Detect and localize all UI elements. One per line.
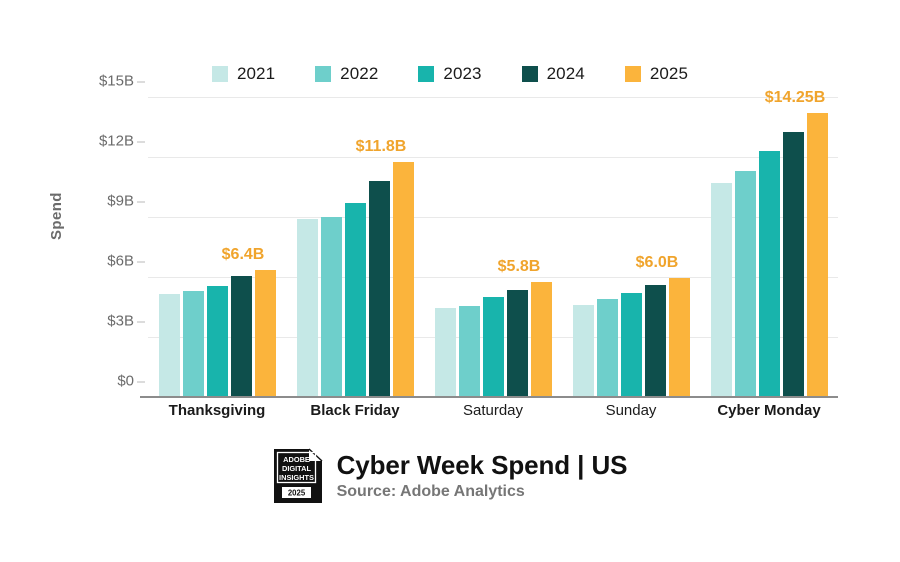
svg-text:2025: 2025 bbox=[287, 489, 305, 498]
footer-text: Cyber Week Spend | US Source: Adobe Anal… bbox=[337, 451, 628, 501]
legend-swatch-2025 bbox=[624, 66, 641, 82]
x-axis-label-saturday: Saturday bbox=[462, 402, 524, 419]
bar-thanksgiving-2025[interactable] bbox=[254, 270, 276, 398]
bar-sunday-2021[interactable] bbox=[572, 305, 594, 398]
legend-label: 2021 bbox=[236, 64, 276, 83]
bar-sunday-2024[interactable] bbox=[644, 285, 666, 398]
x-axis-label-cyber-monday: Cyber Monday bbox=[717, 402, 821, 419]
value-label: $6.0B bbox=[635, 254, 679, 271]
bar-saturday-2025[interactable] bbox=[530, 282, 552, 398]
chart-title: Cyber Week Spend | US bbox=[336, 450, 628, 481]
y-axis-tick-label: $15B bbox=[99, 73, 148, 90]
bar-sunday-2022[interactable] bbox=[596, 299, 618, 398]
legend-label: 2023 bbox=[443, 64, 482, 83]
chart-source: Source: Adobe Analytics bbox=[336, 482, 525, 500]
gridline bbox=[148, 157, 838, 158]
plot-area: $0 $3B $6B $9B $12B $15B $6.4B $11.8B $5.8B $6.0… bbox=[99, 73, 838, 398]
bar-cyber-monday-2024[interactable] bbox=[782, 132, 804, 398]
svg-text:INSIGHTS: INSIGHTS bbox=[279, 473, 314, 482]
bar-cyber-monday-2022[interactable] bbox=[734, 171, 756, 398]
bar-black-friday-2021[interactable] bbox=[296, 219, 318, 398]
legend-item-2023[interactable]: 2023 bbox=[418, 64, 482, 84]
svg-text:DIGITAL: DIGITAL bbox=[282, 464, 311, 473]
svg-text:ADOBE: ADOBE bbox=[283, 455, 310, 464]
legend-label: 2024 bbox=[546, 64, 585, 83]
y-axis-tick-label: $6B bbox=[107, 253, 148, 270]
legend-swatch-2023 bbox=[418, 66, 435, 82]
value-label: $14.25B bbox=[764, 89, 826, 106]
value-label: $5.8B bbox=[497, 258, 541, 275]
bar-cyber-monday-2023[interactable] bbox=[758, 151, 780, 398]
bar-saturday-2021[interactable] bbox=[434, 308, 456, 398]
bar-thanksgiving-2022[interactable] bbox=[182, 291, 204, 398]
bar-groups: $6.4B $11.8B $5.8B $6.0B $14.25B bbox=[148, 89, 838, 398]
bar-sunday-2025[interactable] bbox=[668, 278, 690, 398]
bar-cyber-monday-2025[interactable] bbox=[806, 113, 828, 398]
adobe-digital-insights-logo: ADOBE DIGITAL INSIGHTS 2025 bbox=[273, 448, 323, 504]
legend-item-2022[interactable]: 2022 bbox=[315, 64, 378, 84]
y-axis-tick-label: $0 bbox=[117, 373, 148, 390]
value-label: $6.4B bbox=[221, 246, 265, 263]
value-label: $11.8B bbox=[355, 138, 407, 156]
bar-thanksgiving-2023[interactable] bbox=[206, 286, 228, 398]
x-axis-ticks: Thanksgiving Black Friday Saturday Sunday Cy… bbox=[148, 402, 838, 419]
chart-legend: 2021 2022 2023 2024 2025 bbox=[0, 64, 900, 84]
bar-group-cyber-monday: $14.25B bbox=[710, 89, 828, 398]
bar-cyber-monday-2021[interactable] bbox=[710, 183, 732, 398]
bar-saturday-2023[interactable] bbox=[482, 297, 504, 398]
legend-label: 2025 bbox=[649, 64, 689, 83]
legend-swatch-2024 bbox=[521, 66, 538, 82]
bar-group-thanksgiving: $6.4B bbox=[158, 98, 276, 398]
legend-item-2025[interactable]: 2025 bbox=[624, 64, 689, 84]
bar-saturday-2024[interactable] bbox=[506, 290, 528, 398]
legend-item-2021[interactable]: 2021 bbox=[211, 64, 276, 84]
x-axis-baseline bbox=[140, 396, 838, 398]
bar-black-friday-2025[interactable] bbox=[392, 162, 414, 398]
y-axis-title: Spend bbox=[48, 192, 65, 240]
legend-label: 2022 bbox=[340, 64, 379, 83]
x-axis-label-thanksgiving: Thanksgiving bbox=[168, 402, 266, 419]
bar-thanksgiving-2021[interactable] bbox=[158, 294, 180, 398]
legend-swatch-2021 bbox=[211, 66, 228, 82]
legend-item-2024[interactable]: 2024 bbox=[521, 64, 585, 84]
bar-thanksgiving-2024[interactable] bbox=[230, 276, 252, 398]
y-axis-tick-label: $12B bbox=[99, 133, 148, 150]
bar-black-friday-2022[interactable] bbox=[320, 217, 342, 398]
bar-black-friday-2024[interactable] bbox=[368, 181, 390, 398]
bar-saturday-2022[interactable] bbox=[458, 306, 480, 398]
gridline bbox=[148, 97, 838, 98]
bar-sunday-2023[interactable] bbox=[620, 293, 642, 398]
bar-black-friday-2023[interactable] bbox=[344, 203, 366, 398]
legend-swatch-2022 bbox=[315, 66, 332, 82]
chart-footer: ADOBE DIGITAL INSIGHTS 2025 Cyber Week S… bbox=[0, 448, 900, 504]
bar-group-sunday: $6.0B bbox=[572, 98, 690, 398]
x-axis-label-black-friday: Black Friday bbox=[310, 402, 400, 419]
gridline bbox=[148, 217, 838, 218]
y-axis-tick-label: $9B bbox=[107, 193, 148, 210]
gridline bbox=[148, 277, 838, 278]
bar-group-black-friday: $11.8B bbox=[296, 98, 414, 398]
bar-group-saturday: $5.8B bbox=[434, 98, 552, 398]
x-axis-label-sunday: Sunday bbox=[605, 402, 657, 419]
y-axis-tick-label: $3B bbox=[107, 313, 148, 330]
